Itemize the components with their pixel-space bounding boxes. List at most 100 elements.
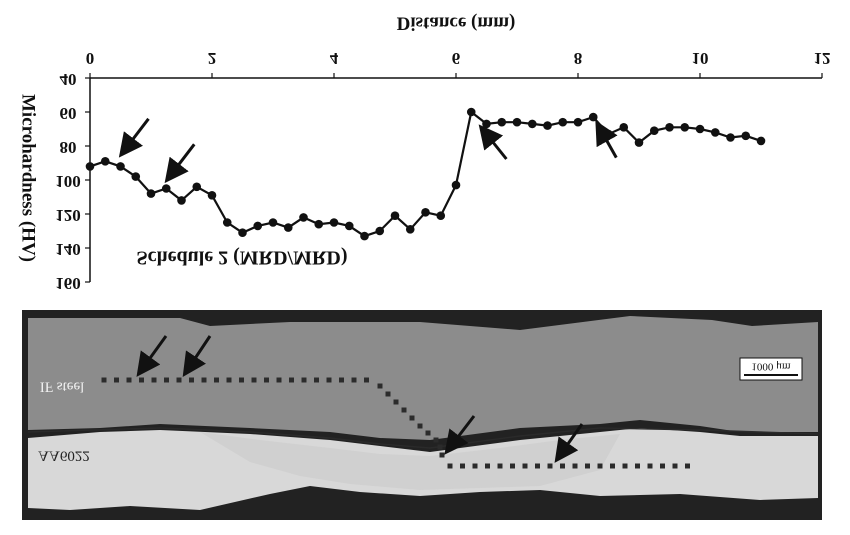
data-point [253,221,263,231]
data-point [680,123,690,132]
series-points-group [85,107,766,241]
data-point [344,221,354,231]
data-point [405,225,415,234]
data-point [238,228,247,237]
x-tick-label: 6 [452,49,461,68]
indentation-trail [101,377,690,469]
indent-mark [101,377,107,383]
indent-mark [114,377,119,383]
stir-zone [200,432,620,490]
chart-arrow [164,143,196,184]
steel-region [28,316,818,440]
indent-mark [314,377,319,383]
indent-mark [572,463,578,469]
indent-mark [326,377,332,383]
micro-arrow-1 [136,335,168,377]
chart-arrow [478,124,508,160]
indent-mark [672,463,678,469]
indent-mark [251,377,257,383]
data-point [619,123,629,132]
indent-mark [585,463,590,469]
indent-mark [126,377,132,383]
indent-mark [239,377,244,383]
indent-mark [401,407,407,413]
data-point [466,107,476,117]
x-tick-label: 0 [86,49,95,68]
indent-mark [409,415,415,421]
x-tick-label: 4 [330,49,339,68]
data-point [222,218,232,227]
indent-mark [289,377,294,383]
indent-mark [497,463,503,469]
indent-mark [301,377,307,383]
indent-mark [417,423,423,429]
chart-title: Schedule 2 (MRD/MRD) [136,246,347,268]
x-ticks: 0 2 4 6 8 10 12 [86,49,831,78]
indent-mark [201,377,207,383]
data-point [710,128,720,137]
indent-mark [447,463,453,469]
data-point [726,133,735,142]
indent-mark [214,377,219,383]
indent-mark [522,463,528,469]
data-point [665,123,674,132]
data-point [161,184,171,193]
indent-mark [176,377,182,383]
series-line [89,110,762,238]
data-point [131,172,141,181]
data-point [375,226,385,236]
indent-mark [685,463,690,469]
data-point [116,162,125,171]
y-tick-label: 100 [55,172,81,191]
data-point [482,119,491,129]
data-point [695,124,705,134]
indent-mark [151,377,157,383]
data-point [497,117,507,127]
y-ticks: 40 60 80 100 120 140 160 [55,70,90,293]
indent-mark [437,444,443,450]
data-point [421,208,430,217]
data-point [649,126,659,135]
data-point [573,117,583,127]
indent-mark [276,377,282,383]
micro-arrow-3 [444,415,476,455]
y-tick-label: 160 [55,274,81,293]
indent-mark [660,463,665,469]
indent-mark [226,377,232,383]
indent-mark [535,463,540,469]
micro-arrow-2 [182,335,212,377]
data-point [177,196,186,205]
indent-mark [364,377,369,383]
data-point [543,121,552,130]
data-point [329,218,339,227]
indent-mark [622,463,628,469]
data-point [436,211,446,220]
indent-mark [139,377,144,383]
data-point [192,182,202,192]
data-point [299,213,308,222]
y-tick-label: 140 [55,240,81,259]
indent-mark [560,463,565,469]
y-tick-label: 40 [60,70,77,89]
indent-mark [610,463,615,469]
indent-mark [597,463,603,469]
indent-mark [164,377,169,383]
data-point [85,162,95,171]
chart-arrows-group [118,117,618,184]
indent-mark [377,383,383,389]
indent-mark [485,463,490,469]
x-tick-label: 12 [814,49,831,68]
indent-mark [510,463,515,469]
micro-arrow-4 [554,423,584,463]
indent-mark [385,391,391,397]
data-point [360,231,369,241]
data-point [527,119,537,129]
indent-mark [351,377,357,383]
indent-mark [393,399,399,405]
indent-mark [425,430,431,436]
chart-arrow [118,117,150,158]
indent-mark [472,463,478,469]
indent-mark [339,377,344,383]
indent-mark [189,377,194,383]
